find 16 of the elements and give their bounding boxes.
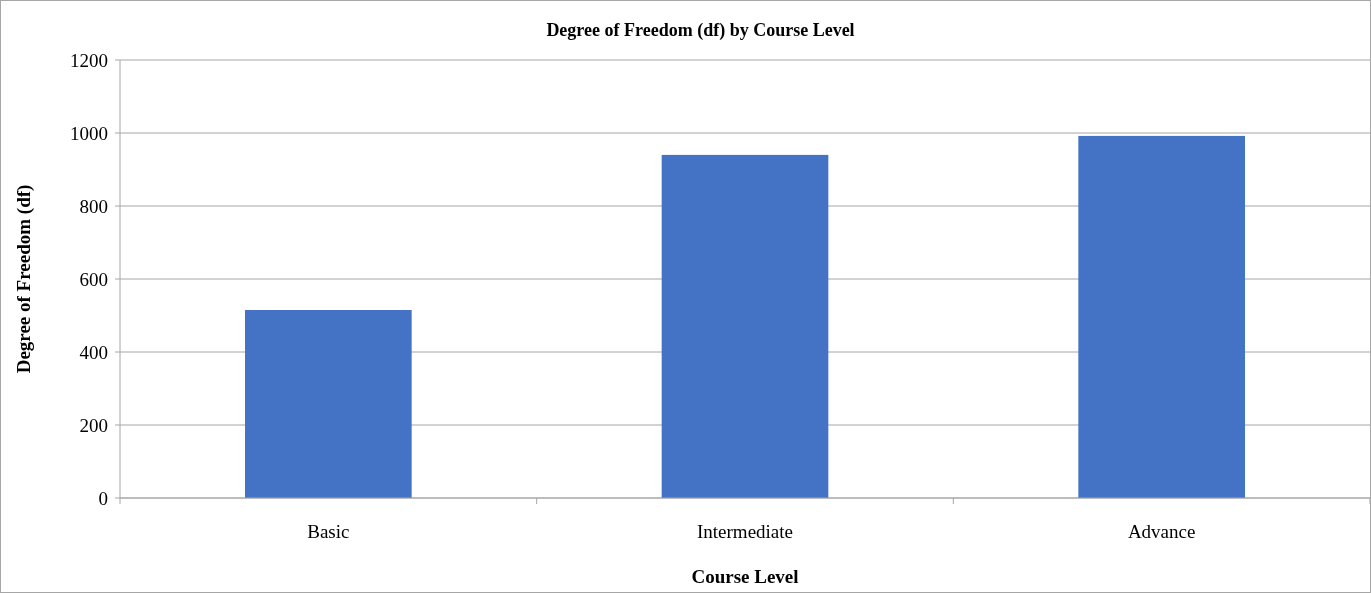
chart-title: Degree of Freedom (df) by Course Level	[546, 20, 855, 41]
y-tick-label: 400	[79, 341, 108, 363]
y-tick-label: 1200	[70, 49, 108, 71]
y-axis-title: Degree of Freedom (df)	[13, 184, 35, 374]
y-tick-label: 1000	[70, 122, 108, 144]
y-tick-label: 600	[79, 268, 108, 290]
bar	[245, 310, 412, 498]
bar	[1078, 135, 1245, 498]
bar	[661, 154, 829, 498]
x-tick-label: Advance	[1127, 521, 1196, 542]
y-tick-label: 200	[79, 414, 108, 436]
x-axis-title: Course Level	[691, 566, 799, 587]
x-tick-label: Basic	[307, 521, 350, 542]
y-tick-label: 0	[98, 487, 108, 509]
y-tick-label: 800	[79, 195, 108, 217]
x-tick-label: Intermediate	[696, 521, 794, 542]
